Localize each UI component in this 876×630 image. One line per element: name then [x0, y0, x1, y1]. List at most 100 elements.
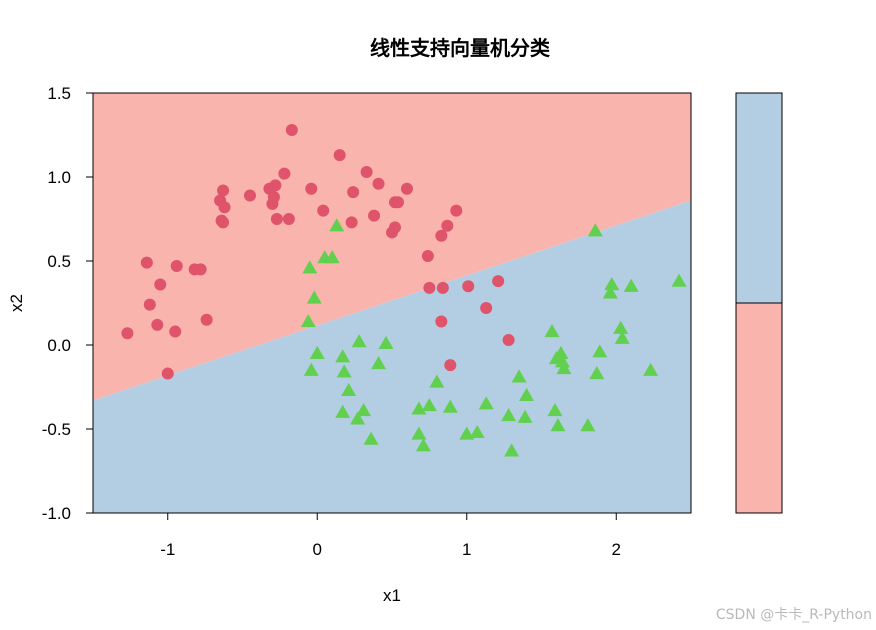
point-triangle — [602, 285, 618, 299]
x-tick-label: -1 — [160, 540, 175, 559]
point-triangle — [519, 387, 535, 402]
data-points — [121, 123, 687, 457]
point-triangle — [556, 361, 572, 375]
x-axis: -1 0 1 2 — [160, 512, 621, 559]
point-triangle — [478, 396, 494, 410]
point-circle — [450, 204, 463, 217]
point-circle — [217, 184, 230, 197]
point-circle — [388, 221, 401, 234]
y-tick-label: -1.0 — [42, 504, 71, 523]
point-triangle — [335, 404, 351, 418]
point-triangle — [411, 401, 427, 415]
point-circle — [372, 177, 385, 190]
point-triangle — [350, 411, 366, 425]
point-circle — [391, 196, 404, 209]
y-tick-label: -0.5 — [42, 420, 71, 439]
point-circle — [435, 315, 448, 328]
point-circle — [269, 179, 282, 192]
y-axis-label: x2 — [7, 294, 26, 312]
point-triangle — [643, 362, 659, 376]
point-triangle — [604, 277, 620, 291]
point-circle — [360, 165, 373, 178]
point-triangle — [580, 418, 596, 432]
point-circle — [441, 219, 454, 232]
point-circle — [444, 359, 457, 372]
point-triangle — [553, 345, 569, 360]
point-circle — [333, 149, 346, 162]
point-circle — [436, 281, 449, 294]
point-triangle — [411, 426, 427, 440]
point-triangle — [501, 408, 517, 422]
point-triangle — [421, 397, 437, 412]
y-axis: -1.0 -0.5 0.0 0.5 1.0 1.5 — [42, 84, 93, 523]
point-triangle — [671, 273, 687, 287]
point-circle — [270, 213, 283, 225]
point-circle — [243, 189, 256, 202]
x-tick-label: 0 — [313, 540, 322, 559]
point-circle — [169, 325, 182, 338]
point-circle — [217, 216, 230, 229]
watermark: CSDN @卡卡_R-Python — [715, 607, 872, 623]
point-triangle — [309, 345, 325, 360]
point-triangle — [504, 443, 520, 457]
point-circle — [194, 263, 207, 276]
point-circle — [140, 256, 153, 269]
point-circle — [285, 123, 298, 136]
point-triangle — [544, 324, 560, 338]
point-triangle — [554, 354, 570, 368]
point-triangle — [300, 313, 316, 328]
point-circle — [121, 327, 134, 340]
point-circle — [143, 298, 156, 311]
point-circle — [502, 333, 515, 346]
y-tick-label: 1.5 — [47, 84, 71, 103]
region-lower — [93, 200, 691, 513]
point-triangle — [589, 366, 605, 380]
point-circle — [480, 302, 493, 315]
point-triangle — [335, 349, 351, 363]
point-triangle — [415, 438, 431, 452]
point-triangle — [351, 334, 367, 348]
point-circle — [421, 249, 434, 262]
point-triangle — [469, 424, 485, 438]
point-circle — [200, 313, 213, 326]
point-triangle — [459, 426, 475, 440]
point-triangle — [517, 409, 533, 423]
decision-regions — [93, 93, 691, 513]
point-triangle — [550, 418, 566, 432]
chart-title: 线性支持向量机分类 — [370, 36, 550, 60]
point-circle — [305, 182, 318, 195]
point-circle — [492, 275, 505, 288]
point-triangle — [378, 335, 394, 349]
legend-block-upper-class — [735, 302, 783, 514]
x-tick-label: 2 — [612, 540, 621, 559]
point-circle — [154, 278, 167, 291]
point-circle — [151, 318, 164, 331]
point-triangle — [302, 260, 318, 274]
point-triangle — [592, 344, 608, 358]
point-triangle — [442, 399, 458, 413]
point-triangle — [363, 431, 379, 445]
legend-block-lower-class — [735, 92, 783, 304]
point-triangle — [336, 364, 352, 378]
point-triangle — [614, 330, 630, 344]
point-triangle — [547, 403, 563, 417]
point-triangle — [303, 362, 319, 376]
point-circle — [368, 209, 381, 222]
color-legend-bar — [735, 92, 783, 514]
region-upper — [93, 93, 691, 401]
point-circle — [161, 367, 174, 380]
y-tick-label: 0.5 — [47, 252, 71, 271]
point-circle — [423, 281, 436, 294]
point-circle — [317, 204, 330, 217]
point-triangle — [306, 290, 322, 304]
point-circle — [345, 216, 358, 229]
point-circle — [462, 280, 475, 293]
point-triangle — [329, 218, 345, 232]
point-circle — [347, 186, 360, 199]
y-tick-label: 0.0 — [47, 336, 71, 355]
point-circle — [282, 213, 295, 225]
point-circle — [400, 182, 413, 195]
x-tick-label: 1 — [462, 540, 471, 559]
point-triangle — [341, 382, 357, 396]
